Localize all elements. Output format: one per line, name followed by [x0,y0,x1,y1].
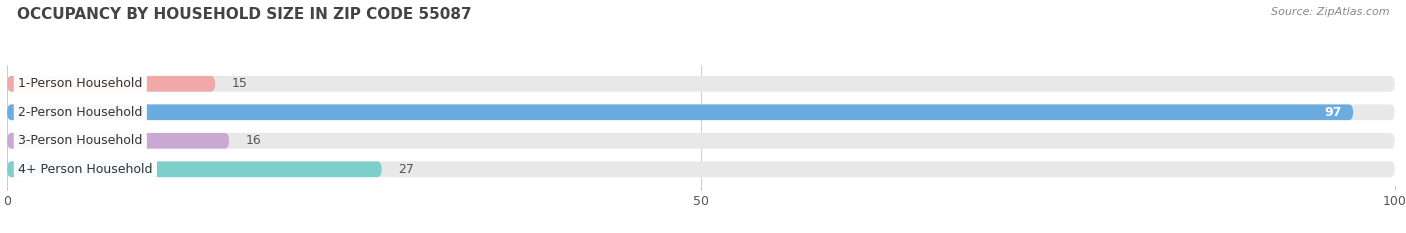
Text: 97: 97 [1324,106,1341,119]
Text: Source: ZipAtlas.com: Source: ZipAtlas.com [1271,7,1389,17]
FancyBboxPatch shape [7,161,1395,177]
Text: 3-Person Household: 3-Person Household [18,134,142,147]
Text: 1-Person Household: 1-Person Household [18,77,142,90]
Text: 15: 15 [232,77,247,90]
FancyBboxPatch shape [7,133,1395,149]
Text: OCCUPANCY BY HOUSEHOLD SIZE IN ZIP CODE 55087: OCCUPANCY BY HOUSEHOLD SIZE IN ZIP CODE … [17,7,471,22]
Text: 4+ Person Household: 4+ Person Household [18,163,153,176]
FancyBboxPatch shape [7,76,215,92]
FancyBboxPatch shape [7,104,1353,120]
Text: 2-Person Household: 2-Person Household [18,106,142,119]
FancyBboxPatch shape [7,104,1395,120]
Text: 27: 27 [398,163,415,176]
FancyBboxPatch shape [7,76,1395,92]
Text: 16: 16 [246,134,262,147]
FancyBboxPatch shape [7,161,381,177]
FancyBboxPatch shape [7,133,229,149]
